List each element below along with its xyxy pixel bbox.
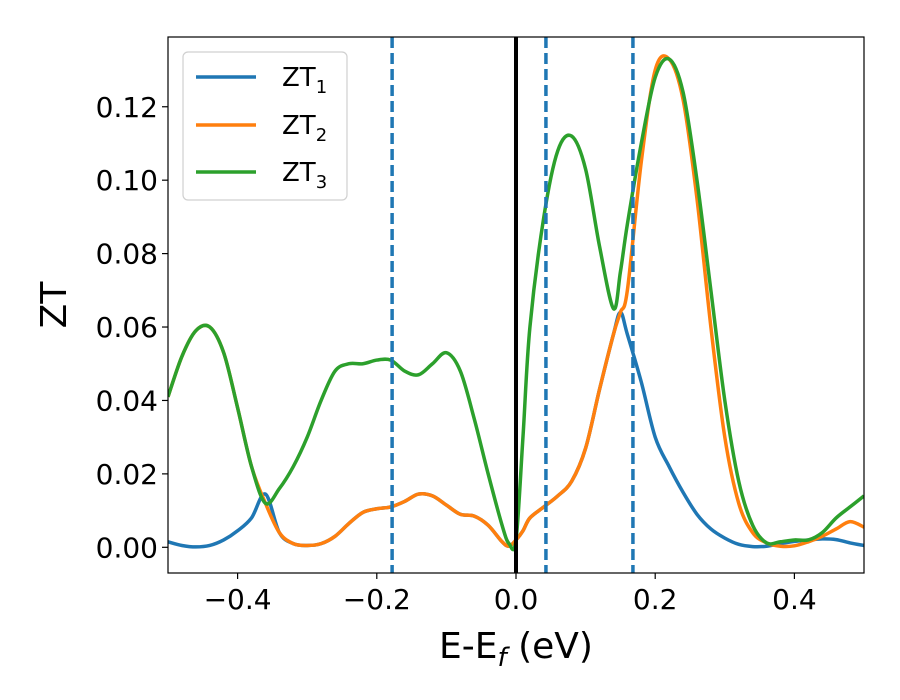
x-tick-label: 0.2: [633, 583, 678, 616]
y-tick-label: 0.06: [96, 311, 158, 344]
x-axis-label-unit: (eV): [507, 626, 593, 667]
legend-label-zt3: ZT3: [282, 158, 327, 193]
legend-box: [182, 51, 348, 201]
x-tick-label: −0.4: [204, 583, 272, 616]
series-line-zt3: [168, 56, 864, 552]
series-layer: [168, 54, 864, 552]
series-line-zt2: [168, 54, 864, 549]
y-tick-label: 0.02: [96, 458, 158, 491]
y-tick-label: 0.00: [96, 531, 158, 564]
x-axis-label-main: E-E: [439, 626, 497, 667]
legend-label-zt1: ZT1: [282, 63, 327, 98]
legend-label-zt2: ZT2: [282, 111, 327, 146]
x-tick-label: 0.0: [494, 583, 539, 616]
y-tick-label: 0.10: [96, 164, 158, 197]
x-axis-label: E-Ef (eV): [439, 626, 593, 673]
y-tick-label: 0.08: [96, 238, 158, 271]
reference-lines: [390, 37, 635, 573]
x-axis-ticks: −0.4 −0.2 0.0 0.2 0.4: [204, 573, 817, 616]
x-tick-label: −0.2: [343, 583, 411, 616]
y-axis-label: ZT: [34, 281, 75, 329]
x-tick-label: 0.4: [772, 583, 817, 616]
legend: ZT1 ZT2 ZT3: [182, 51, 348, 201]
y-tick-label: 0.04: [96, 384, 158, 417]
y-tick-label: 0.12: [96, 91, 158, 124]
y-axis-ticks: 0.00 0.02 0.04 0.06 0.08 0.10 0.12: [96, 91, 168, 564]
